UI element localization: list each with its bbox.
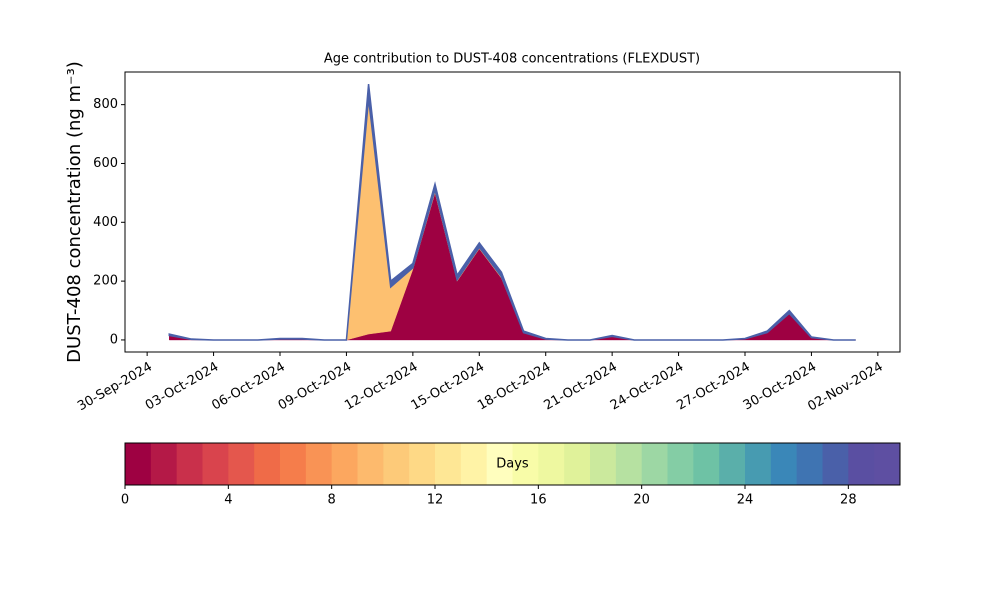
x-tick-label: 15-Oct-2024 — [409, 360, 487, 414]
colorbar-segment — [435, 443, 462, 485]
colorbar-frame — [124, 442, 901, 486]
colorbar-segment — [150, 443, 178, 485]
x-tick-label: 03-Oct-2024 — [143, 360, 221, 414]
colorbar-segment — [667, 443, 694, 485]
colorbar-segment — [796, 443, 823, 485]
colorbar-segment — [693, 443, 720, 485]
colorbar-segment — [564, 443, 591, 485]
colorbar-segment — [383, 443, 410, 485]
colorbar-segment — [538, 443, 565, 485]
colorbar-tick-label: 4 — [224, 493, 232, 508]
colorbar-segment — [641, 443, 668, 485]
colorbar-segment — [305, 443, 333, 485]
colorbar-segment — [202, 443, 229, 485]
area — [169, 191, 856, 341]
colorbar-segment — [228, 443, 255, 485]
x-tick-label: 24-Oct-2024 — [608, 360, 686, 414]
colorbar-segment — [125, 443, 152, 485]
colorbar-segment — [770, 443, 798, 485]
colorbar-segment — [590, 443, 617, 485]
colorbar-segment — [409, 443, 436, 485]
colorbar-tick-label: 12 — [427, 493, 444, 508]
colorbar-segment — [822, 443, 849, 485]
chart-title: Age contribution to DUST-408 concentrati… — [324, 52, 700, 67]
colorbar-segment — [176, 443, 203, 485]
colorbar-segment — [745, 443, 772, 485]
colorbar-tick-label: 0 — [121, 493, 129, 508]
colorbar-segment — [331, 443, 358, 485]
colorbar-segment — [460, 443, 488, 485]
x-tick-label: 18-Oct-2024 — [475, 360, 553, 414]
area — [168, 83, 856, 341]
colorbar-tick-label: 8 — [328, 493, 336, 508]
colorbar-tick-label: 16 — [530, 493, 547, 508]
colorbar-tick-label: 28 — [840, 493, 857, 508]
colorbar-segment — [615, 443, 643, 485]
x-tick-label: 30-Sep-2024 — [75, 360, 155, 415]
y-tick-label: 800 — [93, 97, 118, 112]
colorbar-segment — [512, 443, 539, 485]
plot-frame — [124, 71, 901, 353]
x-tick-label: 06-Oct-2024 — [209, 360, 287, 414]
x-tick-label: 12-Oct-2024 — [342, 360, 420, 414]
colorbar-segment — [874, 443, 901, 485]
colorbar-label: Days — [496, 457, 529, 472]
y-tick-label: 200 — [93, 274, 118, 289]
colorbar-segment — [719, 443, 746, 485]
colorbar-tick-label: 24 — [737, 493, 754, 508]
colorbar-tick-label: 20 — [633, 493, 650, 508]
x-tick-label: 09-Oct-2024 — [276, 360, 354, 414]
colorbar-segment — [357, 443, 384, 485]
x-tick-label: 02-Nov-2024 — [805, 360, 885, 415]
colorbar-segment — [848, 443, 875, 485]
colorbar-segment — [280, 443, 307, 485]
y-tick-label: 0 — [110, 332, 118, 347]
y-tick-label: 400 — [93, 215, 118, 230]
colorbar-segment — [486, 443, 513, 485]
x-tick-label: 27-Oct-2024 — [674, 360, 752, 414]
y-axis-label: DUST-408 concentration (ng m⁻³) — [64, 61, 85, 363]
y-tick-label: 600 — [93, 156, 118, 171]
x-tick-label: 21-Oct-2024 — [542, 360, 620, 414]
colorbar-segment — [254, 443, 281, 485]
